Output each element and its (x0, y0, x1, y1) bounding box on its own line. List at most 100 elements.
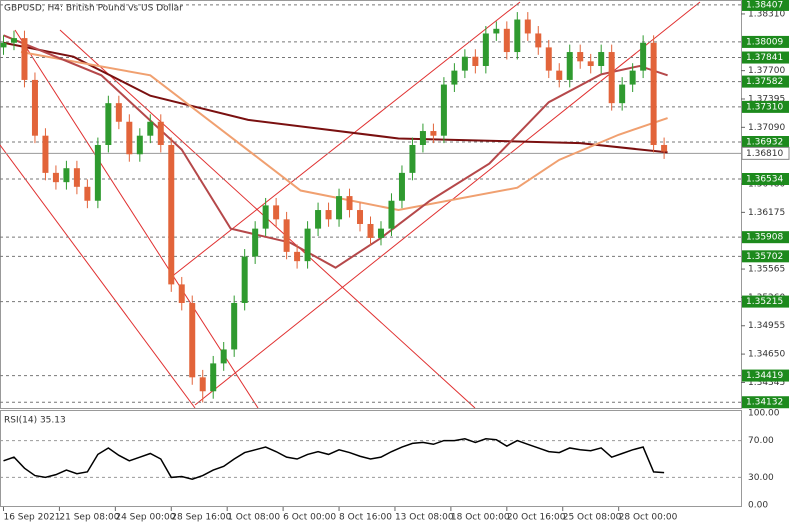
candle-body (535, 33, 542, 48)
level-label-box (742, 136, 789, 149)
level-label: 1.35908 (746, 233, 783, 243)
candle-body (304, 228, 311, 262)
candle-body (461, 56, 468, 71)
moving-average (20, 51, 668, 212)
level-label: 1.38407 (746, 0, 783, 10)
candle-body (398, 172, 405, 201)
candle-body (608, 52, 615, 104)
x-tick-label: 1 Oct 08:00 (227, 513, 280, 523)
candle-body (440, 84, 447, 136)
level-label: 1.34419 (746, 371, 783, 381)
x-tick-label: 25 Oct 08:00 (563, 513, 622, 523)
rsi-tick-label: 30.00 (748, 473, 774, 483)
rsi-tick-label: 100.00 (748, 409, 780, 419)
candle-body (63, 168, 70, 183)
candle-body (178, 284, 185, 303)
candle-body (199, 377, 206, 392)
candle-body (346, 196, 353, 211)
candle-body (262, 205, 269, 229)
x-tick-label: 20 Oct 16:00 (507, 513, 566, 523)
candle-body (367, 223, 374, 238)
candle-body (147, 121, 154, 136)
y-tick-label: 1.35565 (748, 265, 785, 275)
trend-line (169, 1, 521, 279)
candle-body (451, 70, 458, 85)
candle-body (210, 363, 217, 392)
x-tick-label: 13 Oct 08:00 (395, 513, 454, 523)
y-tick-label: 1.36175 (748, 208, 785, 218)
candle-body (273, 205, 280, 220)
moving-average (3, 41, 668, 154)
level-label-box (742, 369, 789, 382)
level-label-box (742, 250, 789, 263)
candle-body (294, 251, 301, 262)
candle-body (661, 144, 668, 152)
candle-body (231, 302, 238, 350)
rsi-title: RSI(14) 35.13 (4, 416, 66, 426)
candle-body (650, 42, 657, 145)
level-label: 1.36932 (746, 138, 783, 148)
rsi-panel (0, 410, 742, 507)
level-label: 1.38009 (746, 37, 783, 47)
candle-body (587, 61, 594, 66)
level-label-box (742, 295, 789, 308)
candle-body (377, 228, 384, 238)
level-label-box (742, 51, 789, 64)
candle-body (409, 144, 416, 173)
candle-body (556, 70, 563, 80)
candle-body (325, 210, 332, 220)
candle-body (430, 131, 437, 136)
current-price-label: 1.36810 (746, 149, 783, 159)
y-tick-label: 1.34650 (748, 350, 785, 360)
candle-body (545, 47, 552, 71)
candle-body (493, 28, 500, 34)
x-tick-label: 24 Sep 00:00 (115, 513, 175, 523)
candle-body (336, 196, 343, 220)
candle-body (252, 228, 259, 257)
candle-body (21, 38, 28, 80)
candle-body (577, 52, 584, 62)
candle-body (283, 219, 290, 252)
candle-body (220, 349, 227, 364)
trend-line (14, 29, 259, 409)
level-label-box (742, 75, 789, 88)
level-label: 1.37841 (746, 53, 783, 63)
x-tick-label: 16 Sep 2021 (3, 513, 60, 523)
y-tick-label: 1.37700 (748, 66, 785, 76)
x-tick-label: 8 Oct 16:00 (339, 513, 392, 523)
candle-body (357, 210, 364, 224)
candle-body (84, 186, 91, 201)
rsi-line (3, 437, 665, 481)
candle-body (388, 200, 395, 229)
candle-body (189, 302, 196, 378)
candle-body (31, 79, 38, 136)
candle-body (94, 144, 101, 201)
level-label: 1.37310 (746, 102, 783, 112)
level-label: 1.35702 (746, 252, 783, 262)
y-tick-label: 1.38310 (748, 9, 785, 19)
candle-body (73, 168, 80, 187)
level-label: 1.35215 (746, 297, 783, 307)
trend-line (194, 1, 701, 406)
y-tick-label: 1.34955 (748, 321, 785, 331)
candle-body (598, 52, 605, 66)
trend-line (0, 144, 196, 409)
current-price-box (741, 146, 790, 160)
x-tick-label: 28 Oct 00:00 (619, 513, 678, 523)
rsi-tick-label: 0.00 (748, 501, 768, 511)
level-label-box (742, 172, 789, 185)
level-label: 1.37582 (746, 77, 783, 87)
x-tick-label: 21 Sep 08:00 (59, 513, 119, 523)
candle-body (52, 172, 59, 183)
candle-body (157, 121, 164, 145)
candle-body (524, 19, 531, 34)
candle-body (566, 52, 573, 80)
candle-body (629, 70, 636, 85)
x-tick-label: 28 Sep 16:00 (171, 513, 231, 523)
price-panel (0, 0, 742, 409)
level-label-box (742, 35, 789, 48)
level-label-box (742, 231, 789, 244)
candle-body (0, 42, 7, 48)
